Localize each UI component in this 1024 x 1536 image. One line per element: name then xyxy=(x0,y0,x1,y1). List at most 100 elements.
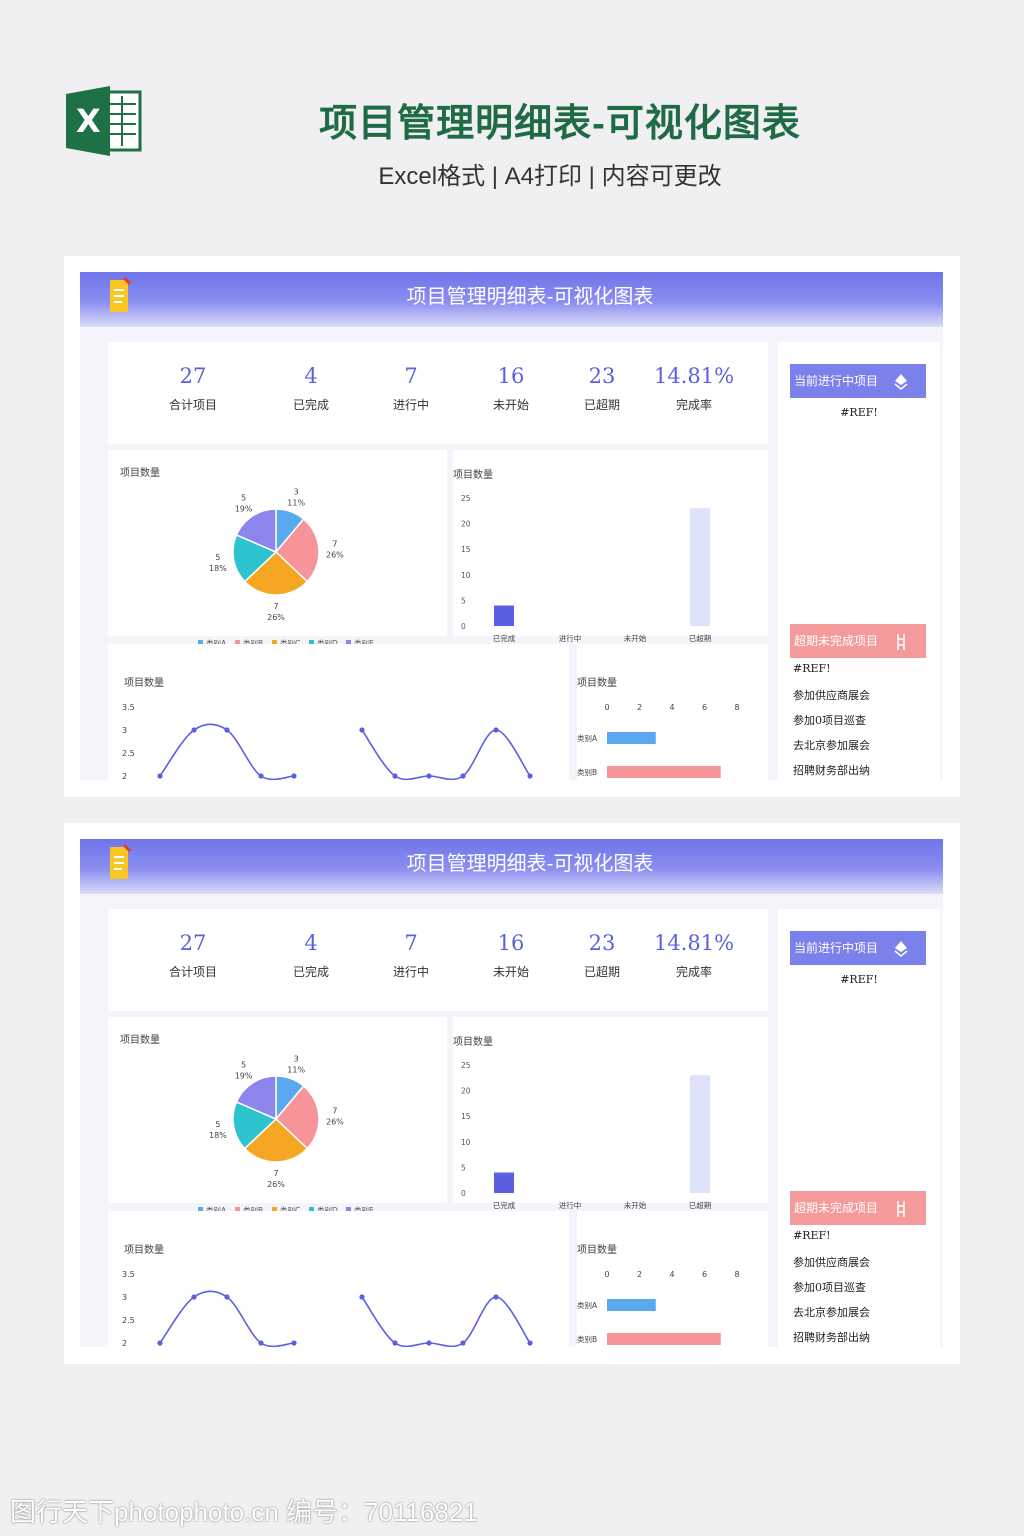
kpi-value: 27 xyxy=(179,931,207,955)
current-projects-header[interactable]: 当前进行中项目 xyxy=(790,364,926,398)
excel-icon: X xyxy=(66,86,142,156)
overdue-project-item: 参加0项目巡查 xyxy=(793,714,866,727)
kpi-not-started: 16 未开始 xyxy=(461,364,561,413)
hbar-chart-title: 项目数量 xyxy=(577,678,617,689)
kpi-label: 完成率 xyxy=(675,965,712,979)
data-point xyxy=(527,773,533,779)
y-tick-label: 0 xyxy=(461,622,466,631)
legend-swatch xyxy=(309,1207,314,1212)
data-point xyxy=(224,1294,230,1300)
data-point xyxy=(191,1294,197,1300)
diamond-icon xyxy=(894,374,908,390)
pie-chart-title: 项目数量 xyxy=(120,468,160,479)
x-tick-label: 4 xyxy=(669,1270,674,1279)
kpi-overdue: 23 已超期 xyxy=(552,931,652,980)
current-project-item: #REF! xyxy=(840,406,878,419)
line-chart: 2 2.5 3 3.5 xyxy=(122,703,533,780)
y-tick-label: 5 xyxy=(461,1163,466,1172)
kpi-value: 7 xyxy=(404,931,418,955)
legend-swatch xyxy=(272,640,277,645)
x-tick-label: 0 xyxy=(604,1270,609,1279)
pie-slice xyxy=(235,508,277,554)
hbar-chart-title: 项目数量 xyxy=(577,1245,617,1256)
kpi-label: 未开始 xyxy=(492,965,529,979)
kpi-label: 合计项目 xyxy=(168,965,217,979)
dashboard-sheet: 项目管理明细表-可视化图表 27 合计项目 4 已完成 7 进行中 16 未开始 23 已… xyxy=(80,839,943,1347)
kpi-value: 27 xyxy=(179,364,207,388)
kpi-label: 已完成 xyxy=(292,398,329,412)
overdue-project-item: 参加供应商展会 xyxy=(793,689,870,702)
pie-data-label: 3 11% xyxy=(287,1055,305,1075)
y-tick-label: 10 xyxy=(461,571,471,580)
current-project-item: #REF! xyxy=(840,973,878,986)
data-point xyxy=(224,727,230,733)
kpi-label: 进行中 xyxy=(392,398,429,412)
overdue-projects-header[interactable]: 超期未完成项目 xyxy=(790,1191,926,1225)
overdue-project-item: 参加0项目巡查 xyxy=(793,1281,866,1294)
data-point xyxy=(460,773,466,779)
hbar-chart: 0 2 4 6 8 类别A 类别B xyxy=(577,703,740,778)
bar-chart: 0 5 10 15 20 25 已完成 进行中 未开始 已超期 xyxy=(461,494,711,643)
kpi-label: 进行中 xyxy=(392,965,429,979)
x-tick-label: 进行中 xyxy=(559,1200,582,1210)
notepad-icon xyxy=(110,276,132,312)
x-tick-label: 已完成 xyxy=(493,1200,516,1210)
y-tick-label: 3 xyxy=(122,726,127,735)
legend-label: 类别C xyxy=(280,1205,300,1215)
x-tick-label: 已完成 xyxy=(493,633,516,643)
overdue-projects-title: 超期未完成项目 xyxy=(794,1201,879,1215)
bar-chart-title: 项目数量 xyxy=(453,1037,493,1048)
kpi-not-started: 16 未开始 xyxy=(461,931,561,980)
kpi-summary: 27 合计项目 4 已完成 7 进行中 16 未开始 23 已超期 14.81% 完成率 xyxy=(108,342,768,444)
pie-data-label: 7 26% xyxy=(267,602,285,622)
y-tick-label: 20 xyxy=(461,520,471,529)
bar xyxy=(690,1075,710,1193)
legend-swatch xyxy=(309,640,314,645)
bar-chart-card: 项目数量 0 5 10 15 20 25 已完成 进行中 未开始 已超期 xyxy=(453,450,768,643)
data-point xyxy=(191,727,197,733)
current-projects-title: 当前进行中项目 xyxy=(794,941,879,955)
y-tick-label: 25 xyxy=(461,1061,471,1070)
bar xyxy=(494,1172,514,1193)
kpi-overdue: 23 已超期 xyxy=(552,364,652,413)
y-tick-label: 25 xyxy=(461,494,471,503)
data-point xyxy=(493,1294,499,1300)
line-chart: 2 2.5 3 3.5 xyxy=(122,1270,533,1347)
preview-panel-2: 项目管理明细表-可视化图表 27 合计项目 4 已完成 7 进行中 16 未开始 23 已… xyxy=(64,823,960,1364)
y-tick-label: 2.5 xyxy=(122,749,135,758)
data-point xyxy=(157,1340,163,1346)
legend-swatch xyxy=(346,640,351,645)
data-point xyxy=(426,1340,432,1346)
y-tick-label: 15 xyxy=(461,545,471,554)
hbar xyxy=(607,732,656,744)
kpi-rate: 14.81% 完成率 xyxy=(644,931,744,980)
pie-slice xyxy=(274,518,320,583)
overdue-project-item: 参加供应商展会 xyxy=(793,1256,870,1269)
line-chart-title: 项目数量 xyxy=(124,678,164,689)
bar-chart: 0 5 10 15 20 25 已完成 进行中 未开始 已超期 xyxy=(461,1061,711,1210)
kpi-value: 23 xyxy=(588,364,616,388)
data-point xyxy=(291,1340,297,1346)
y-tick-label: 2 xyxy=(122,1339,127,1347)
kpi-in-progress: 7 进行中 xyxy=(361,364,461,413)
legend-label: 类别C xyxy=(280,638,300,648)
x-tick-label: 未开始 xyxy=(624,1200,647,1210)
pie-data-label: 7 26% xyxy=(326,540,344,560)
x-tick-label: 2 xyxy=(637,1270,642,1279)
page-subtitle: Excel格式 | A4打印 | 内容可更改 xyxy=(378,163,722,190)
kpi-value: 4 xyxy=(304,931,318,955)
legend-label: 类别E xyxy=(354,638,374,648)
kpi-value: 7 xyxy=(404,364,418,388)
current-projects-header[interactable]: 当前进行中项目 xyxy=(790,931,926,965)
x-tick-label: 2 xyxy=(637,703,642,712)
kpi-label: 未开始 xyxy=(492,398,529,412)
sheet-banner: 项目管理明细表-可视化图表 xyxy=(80,839,943,894)
data-point xyxy=(258,1340,264,1346)
legend-swatch xyxy=(272,1207,277,1212)
line-chart-title: 项目数量 xyxy=(124,1245,164,1256)
kpi-label: 已完成 xyxy=(292,965,329,979)
data-point xyxy=(493,727,499,733)
kpi-total: 27 合计项目 xyxy=(143,364,243,413)
pie-chart-card: 项目数量 311% 726% 726% 518% 519% 类别A 类别B 类别C 类别D 类别E xyxy=(108,1017,447,1215)
overdue-projects-header[interactable]: 超期未完成项目 xyxy=(790,624,926,658)
